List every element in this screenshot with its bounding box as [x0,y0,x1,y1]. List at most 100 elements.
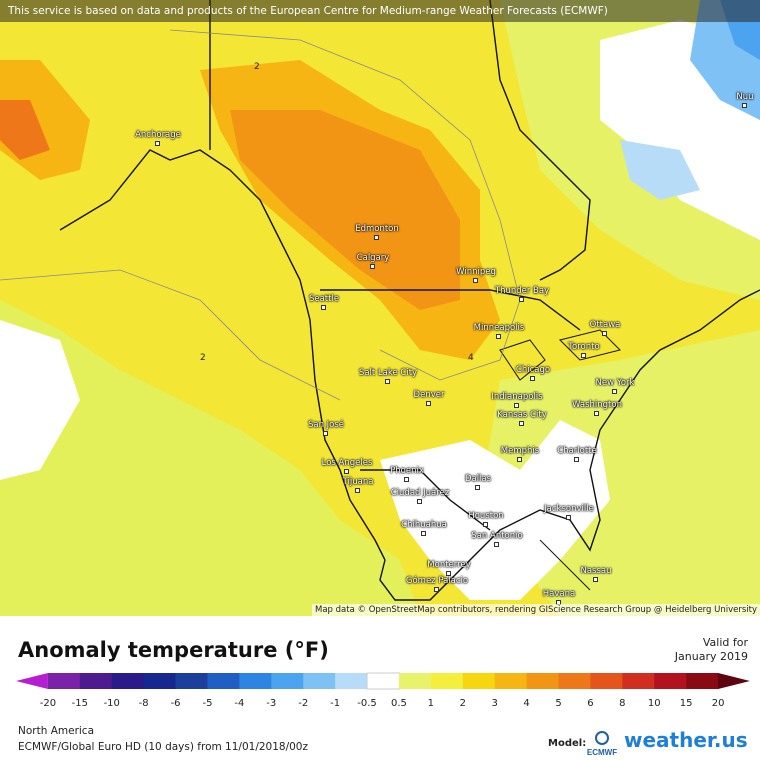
contour-label: 2 [200,353,206,363]
scale-tick-label: 6 [587,698,594,709]
city-marker [581,353,586,358]
scale-tick-label: -0.5 [357,698,377,709]
city-label: Edmonton [355,224,399,234]
city-label: Memphis [500,446,540,456]
color-swatch [686,673,719,689]
color-swatch [654,673,687,689]
city-label: Jacksonville [544,504,594,514]
legend-title: Anomaly temperature (°F) [18,638,329,662]
city-marker [574,457,579,462]
city-marker [593,577,598,582]
map-panel[interactable]: This service is based on data and produc… [0,0,760,616]
city-marker [421,531,426,536]
city-marker [323,431,328,436]
scale-tick-label: -1 [330,698,341,709]
scale-tick-label: 15 [679,698,693,709]
color-swatch [175,673,208,689]
city-label: Kansas City [497,410,547,420]
city-label: Chihuahua [401,520,447,530]
color-swatch [526,673,560,689]
city-marker [594,411,599,416]
scale-tick-label: 0.5 [391,698,407,709]
city-marker [426,401,431,406]
city-marker [517,457,522,462]
city-marker [370,264,375,269]
city-label: Tijuana [342,477,374,487]
city-label: Charlotte [557,446,597,456]
city-marker [473,278,478,283]
city-label: Anchorage [135,130,181,140]
city-marker [742,103,747,108]
city-label: Dallas [464,474,492,484]
city-label: Gómez Palacio [405,576,469,586]
color-swatch [207,673,240,689]
city-label: Minneapolis [473,323,525,333]
city-marker [404,477,409,482]
valid-label: Valid for [702,636,748,649]
city-marker [530,376,535,381]
city-label: Ottawa [589,320,621,330]
city-marker [602,331,607,336]
city-label: Indianapolis [491,392,543,402]
weather-us-logo[interactable]: weather.us [624,728,748,752]
city-marker [566,515,571,520]
model-run-label: ECMWF/Global Euro HD (10 days) from 11/0… [18,741,308,753]
contour-label: 2 [254,62,260,72]
city-marker [417,499,422,504]
color-swatch [366,672,400,690]
city-label: New York [595,378,635,388]
city-label: Chicago [515,365,551,375]
city-marker [483,522,488,527]
color-swatch [79,673,113,689]
color-swatch [143,673,177,689]
city-marker [434,587,439,592]
city-label: Los Angeles [321,458,373,468]
scale-tick-label: 4 [523,698,530,709]
city-marker [344,469,349,474]
scale-tick-label: -8 [138,698,149,709]
color-swatch [303,673,336,689]
city-label: Salt Lake City [358,368,418,378]
color-swatch [590,673,623,689]
city-label: Phoenix [390,466,424,476]
color-swatch [430,673,464,689]
color-swatch [239,673,272,689]
scale-tick-label: -3 [266,698,277,709]
city-marker [355,488,360,493]
scale-tick-label: -10 [103,698,120,709]
scale-tick-label: -5 [202,698,213,709]
map-attribution: Map data © OpenStreetMap contributors, r… [312,604,760,616]
scale-tick-label: 5 [555,698,562,709]
contour-label: 4 [468,353,474,363]
city-label: Havana [542,589,576,599]
region-label: North America [18,725,95,737]
color-swatch [558,673,591,689]
scale-tick-label: 8 [619,698,626,709]
city-marker [496,334,501,339]
color-swatch [622,673,655,689]
ecmwf-logo-text: ECMWF [587,748,617,757]
city-marker [612,389,617,394]
color-swatch [271,673,304,689]
city-marker [514,403,519,408]
scale-tick-label: -4 [234,698,245,709]
model-label: Model: [548,738,587,749]
city-label: San José [307,420,345,430]
scale-tick-label: -15 [71,698,88,709]
color-swatch [494,673,528,689]
city-marker [519,421,524,426]
city-label: Thunder Bay [494,286,550,296]
city-label: San Antonio [471,531,523,541]
city-label: Seattle [308,294,340,304]
scale-tick-label: 3 [491,698,498,709]
city-label: Monterrey [427,560,471,570]
city-label: Houston [468,511,504,521]
scale-tick-label: -6 [170,698,181,709]
scale-tick-label: -2 [298,698,309,709]
color-swatch [398,673,432,689]
color-swatch [16,673,48,689]
city-label: Toronto [568,342,600,352]
city-marker [519,297,524,302]
city-marker [321,305,326,310]
valid-date: Valid for January 2019 [675,636,748,664]
